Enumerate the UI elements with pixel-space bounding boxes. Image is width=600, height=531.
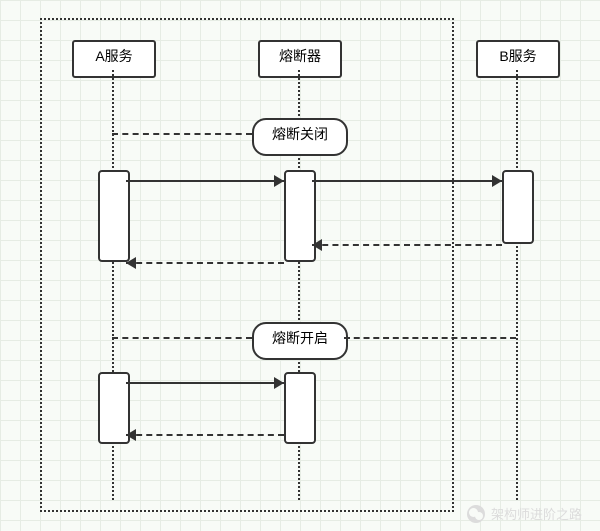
arrowhead-a-to-breaker-1 bbox=[274, 175, 284, 187]
message-m-open-line-r bbox=[344, 337, 516, 339]
participant-breaker-label: 熔断器 bbox=[279, 48, 321, 64]
activation-b-1 bbox=[502, 170, 534, 244]
participant-b-service: B服务 bbox=[476, 40, 560, 78]
participant-b-label: B服务 bbox=[499, 48, 536, 64]
note-breaker-closed: 熔断关闭 bbox=[252, 118, 348, 156]
message-m-open-line bbox=[112, 337, 252, 339]
note-open-label: 熔断开启 bbox=[272, 330, 328, 346]
message-breaker-to-a-1 bbox=[126, 262, 284, 264]
activation-breaker-2 bbox=[284, 372, 316, 444]
arrowhead-a-to-breaker-2 bbox=[274, 377, 284, 389]
message-breaker-to-a-2 bbox=[126, 434, 284, 436]
arrowhead-b-to-breaker bbox=[312, 239, 322, 251]
note-closed-label: 熔断关闭 bbox=[272, 126, 328, 142]
lifeline-b bbox=[516, 70, 518, 500]
message-a-to-breaker-1 bbox=[126, 180, 284, 182]
message-a-to-breaker-2 bbox=[126, 382, 284, 384]
message-b-to-breaker bbox=[312, 244, 502, 246]
participant-a-label: A服务 bbox=[95, 48, 132, 64]
participant-a-service: A服务 bbox=[72, 40, 156, 78]
footer-label: 架构师进阶之路 bbox=[491, 504, 582, 523]
note-breaker-open: 熔断开启 bbox=[252, 322, 348, 360]
participant-circuit-breaker: 熔断器 bbox=[258, 40, 342, 78]
activation-a-1 bbox=[98, 170, 130, 262]
wechat-icon bbox=[467, 505, 485, 523]
message-breaker-to-b bbox=[312, 180, 502, 182]
footer-watermark: 架构师进阶之路 bbox=[467, 504, 582, 523]
message-m-closed-line bbox=[112, 133, 252, 135]
arrowhead-breaker-to-a-2 bbox=[126, 429, 136, 441]
arrowhead-breaker-to-a-1 bbox=[126, 257, 136, 269]
arrowhead-breaker-to-b bbox=[492, 175, 502, 187]
